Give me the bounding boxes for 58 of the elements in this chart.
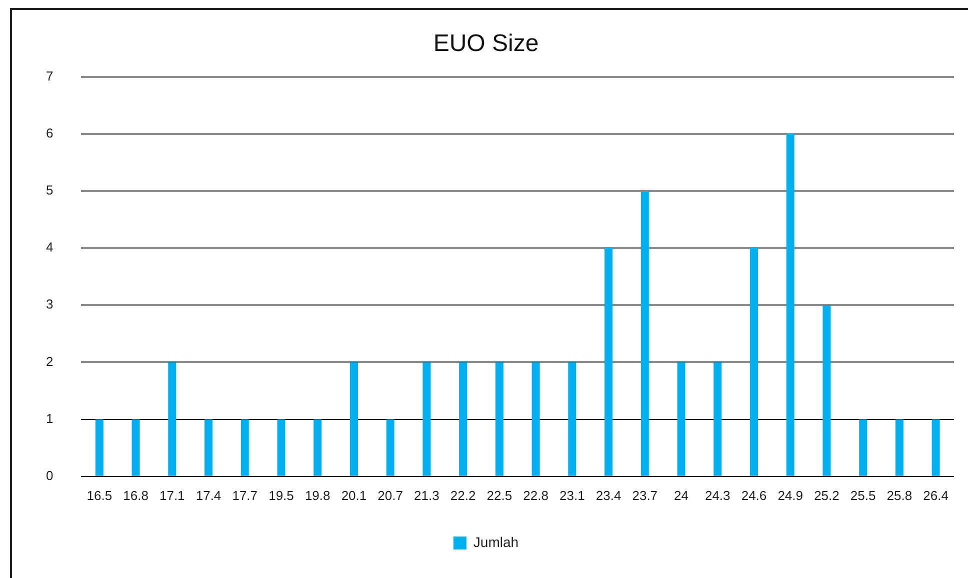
bar: [532, 362, 540, 476]
x-tick-label: 25.5: [850, 488, 876, 503]
bar: [240, 419, 249, 476]
x-tick-label: 24.9: [778, 488, 804, 503]
bar: [568, 362, 576, 476]
bar: [859, 419, 868, 476]
bar: [168, 362, 176, 476]
x-tick-label: 19.5: [268, 488, 294, 503]
x-tick-label: 24: [674, 488, 688, 503]
y-tick-label: 1: [46, 410, 54, 426]
x-tick-label: 20.1: [341, 488, 367, 503]
x-tick-label: 19.8: [304, 488, 330, 503]
bar: [459, 362, 468, 476]
y-tick-label: 0: [46, 468, 54, 483]
x-tick-label: 24.3: [704, 488, 730, 503]
bar: [350, 362, 358, 476]
x-tick-label: 22.2: [450, 488, 476, 503]
x-tick-label: 22.8: [523, 488, 548, 503]
x-tick-label: 17.1: [159, 488, 185, 503]
x-tick-label: 16.8: [123, 488, 148, 503]
bar: [714, 362, 722, 476]
x-tick-label: 17.4: [196, 488, 222, 503]
bar: [932, 419, 940, 476]
bar: [495, 362, 504, 476]
bar: [750, 248, 758, 476]
bar: [786, 134, 794, 476]
bar: [895, 419, 904, 476]
x-tick-label: 23.7: [632, 488, 658, 503]
y-tick-label: 2: [46, 354, 54, 369]
x-tick-label: 25.8: [886, 488, 912, 503]
x-tick-label: 21.3: [414, 488, 440, 503]
x-tick-label: 22.5: [486, 488, 512, 503]
bar: [386, 419, 394, 476]
chart-title: EUO Size: [433, 30, 539, 58]
x-tick-label: 23.1: [560, 488, 585, 503]
x-tick-label: 23.4: [596, 488, 622, 503]
y-tick-label: 7: [46, 68, 54, 84]
bar: [204, 419, 213, 476]
bar: [822, 305, 831, 476]
bar: [277, 419, 286, 476]
x-tick-label: 26.4: [923, 488, 948, 503]
bar: [640, 190, 649, 476]
x-tick-label: 24.6: [741, 488, 767, 503]
bar: [132, 419, 140, 476]
x-tick-label: 16.5: [86, 488, 112, 503]
legend-label: Jumlah: [473, 534, 519, 550]
y-tick-label: 5: [46, 182, 54, 198]
y-tick-label: 6: [46, 125, 54, 140]
bar: [95, 419, 104, 476]
bar: [604, 248, 613, 476]
x-tick-label: 25.2: [814, 488, 840, 503]
y-tick-label: 3: [46, 296, 54, 312]
bar: [677, 362, 686, 476]
x-tick-label: 20.7: [378, 488, 403, 503]
y-tick-label: 4: [46, 240, 54, 255]
bar: [314, 419, 322, 476]
x-tick-label: 17.7: [232, 488, 258, 503]
bar: [422, 362, 431, 476]
